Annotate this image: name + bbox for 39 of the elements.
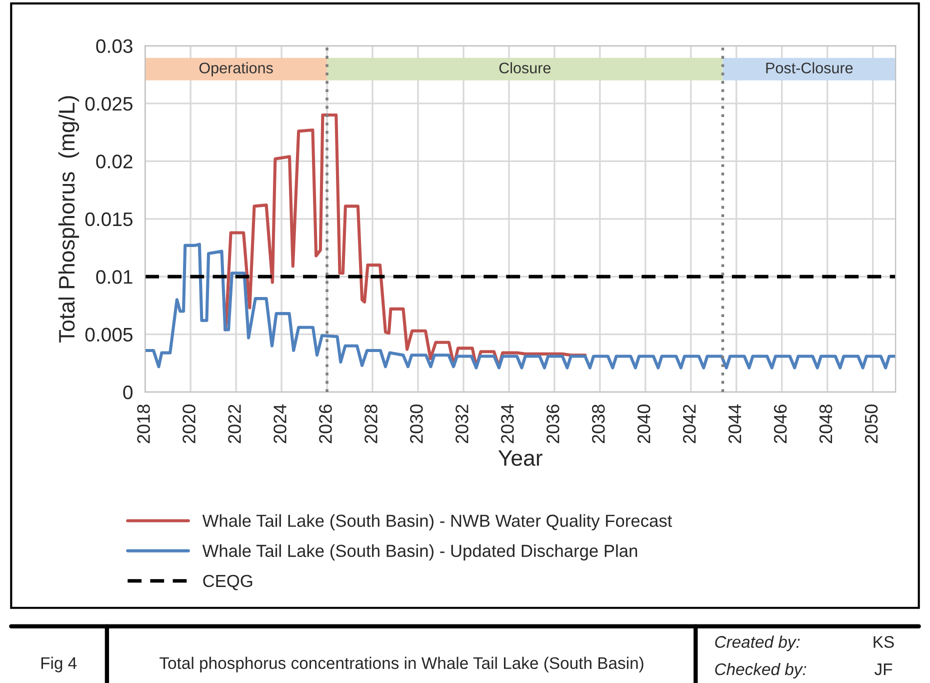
- text: Checked by:: [715, 662, 806, 678]
- line-series: [145, 242, 896, 370]
- x-tick-label: 2024: [274, 404, 286, 444]
- x-axis-title: Year: [498, 450, 542, 466]
- x-tick-label: 2026: [319, 404, 332, 444]
- band-label: Operations: [199, 62, 273, 76]
- y-tick-label: 0.02: [96, 154, 132, 168]
- legend-label: CEQG: [203, 574, 252, 590]
- y-tick-label: 0.015: [85, 212, 132, 226]
- legend-label: Whale Tail Lake (South Basin) - Updated Discharge Plan: [202, 544, 638, 560]
- legend-label: Whale Tail Lake (South Basin) - NWB Water Quality Forecast: [202, 514, 672, 530]
- y-tick-label: 0: [123, 386, 133, 400]
- text: Created by:: [715, 636, 800, 652]
- x-tick-label: 2044: [728, 404, 742, 444]
- x-tick-label: 2020: [182, 404, 196, 444]
- x-tick-label: 2032: [456, 404, 468, 444]
- x-tick-label: 2050: [864, 404, 878, 444]
- x-tick-label: 2042: [682, 404, 696, 444]
- y-tick-label: 0.01: [96, 270, 132, 284]
- y-tick-label: 0.03: [96, 39, 132, 53]
- x-tick-label: 2038: [592, 404, 605, 444]
- y-axis-title: Total Phosphorus (mg/L): [58, 96, 80, 343]
- x-tick-label: 2048: [819, 404, 832, 444]
- x-tick-label: 2018: [137, 404, 150, 444]
- x-tick-label: 2034: [501, 404, 514, 444]
- x-tick-label: 2028: [364, 404, 378, 444]
- band-label: Post-Closure: [766, 62, 853, 74]
- x-tick-label: 2022: [228, 404, 241, 444]
- x-tick-label: 2036: [546, 404, 560, 444]
- x-tick-label: 2040: [637, 404, 650, 444]
- band-label: Closure: [499, 62, 551, 74]
- text: Total phosphorus concentrations in Whale Tail Lake (South Basin): [160, 656, 644, 672]
- y-tick-label: 0.005: [85, 328, 132, 342]
- text: KS: [874, 636, 894, 648]
- x-tick-label: 2030: [410, 404, 423, 444]
- text: JF: [874, 664, 892, 676]
- y-tick-label: 0.025: [85, 96, 132, 111]
- caption: Fig 4: [41, 656, 77, 672]
- x-tick-label: 2046: [774, 404, 787, 444]
